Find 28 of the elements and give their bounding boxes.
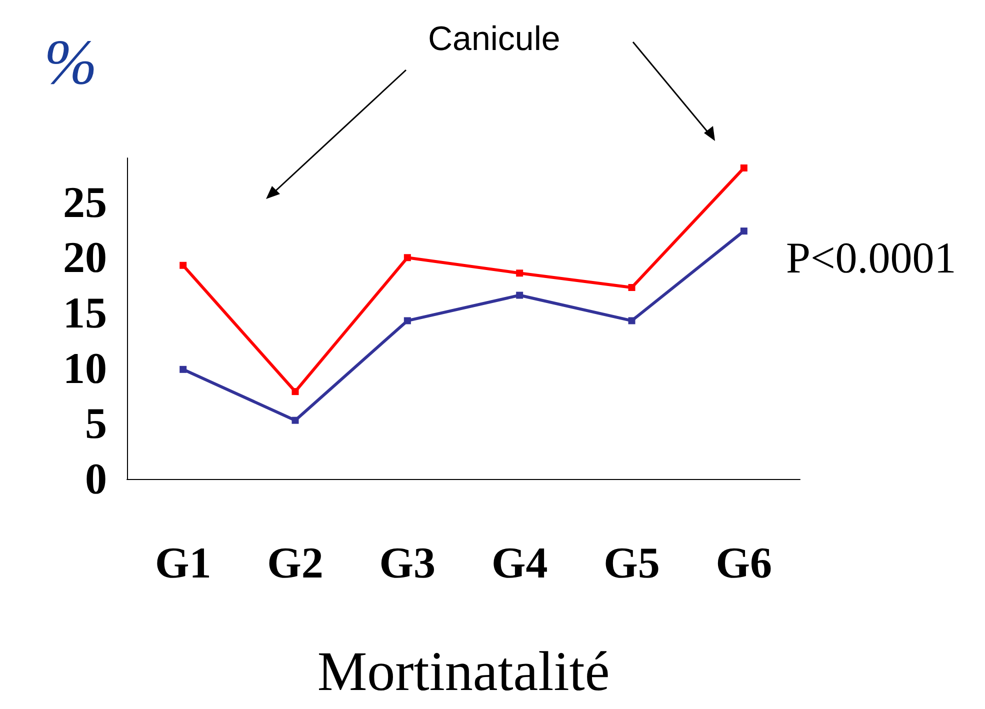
- point: [740, 164, 748, 172]
- annotation: P<0.0001: [786, 234, 956, 282]
- point: [516, 270, 524, 277]
- point: [292, 388, 299, 396]
- point: [180, 262, 187, 269]
- point: [404, 317, 411, 324]
- y-tick-label: 15: [63, 288, 107, 338]
- x-tick-label: G1: [154, 538, 212, 588]
- text: Canicule: [428, 20, 560, 58]
- x-tick-label: G4: [491, 538, 548, 588]
- point: [180, 366, 187, 373]
- point: [740, 228, 748, 235]
- y-tick-label: 10: [63, 344, 107, 393]
- y-tick-label: 25: [63, 178, 107, 227]
- y-tick-label: 5: [85, 399, 107, 448]
- point: [404, 254, 411, 262]
- point: [516, 292, 524, 299]
- x-tick-label: G2: [267, 538, 324, 588]
- x-tick-label: G3: [379, 538, 436, 588]
- x-tick-label: G5: [604, 538, 660, 588]
- point: [292, 416, 299, 424]
- point: [628, 284, 636, 292]
- x-axis-title: Mortinatalité: [317, 641, 610, 703]
- x-tick-label: G6: [716, 538, 772, 588]
- y-tick-label: 20: [63, 233, 107, 282]
- point: [628, 317, 636, 324]
- y-tick-label: 0: [85, 454, 107, 504]
- y-axis-title: %: [44, 26, 98, 98]
